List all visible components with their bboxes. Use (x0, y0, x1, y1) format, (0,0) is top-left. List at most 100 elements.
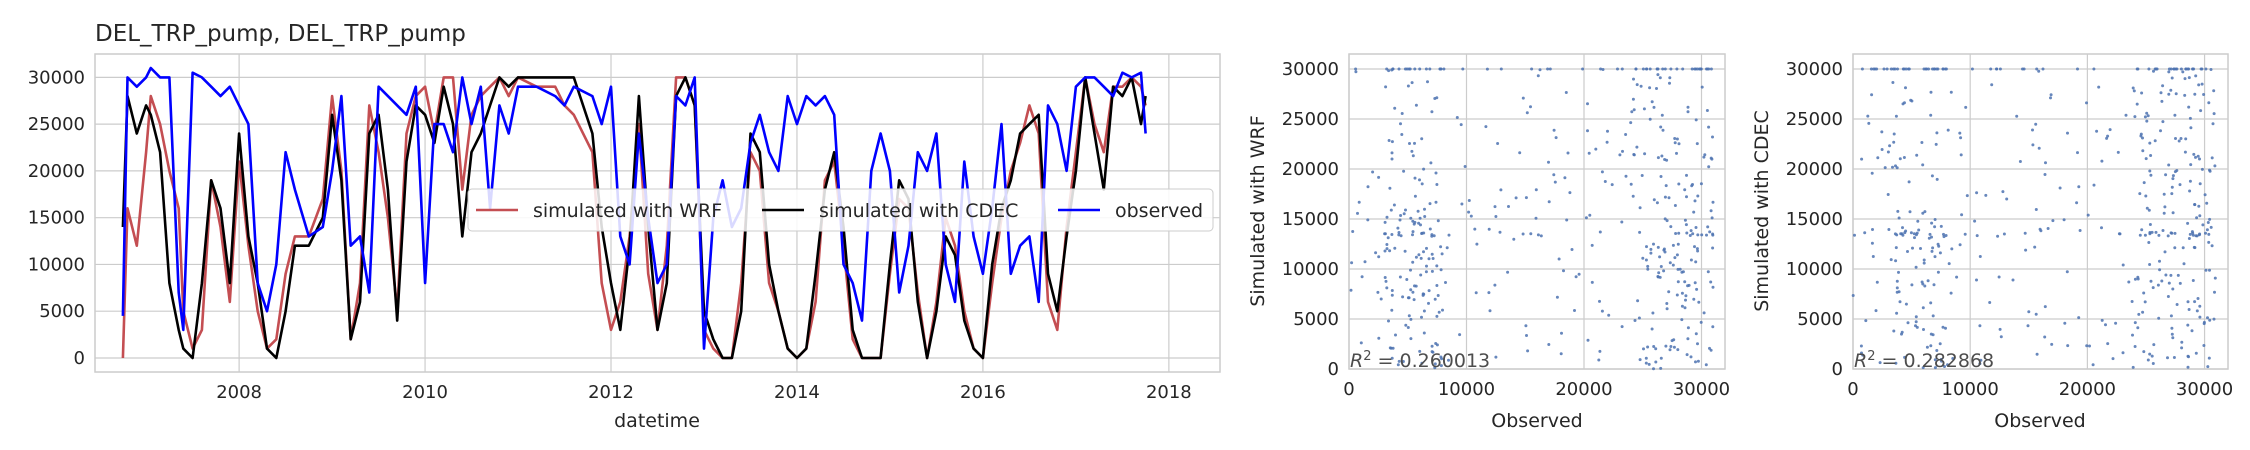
wrf-scatter-point (1668, 81, 1671, 85)
wrf-scatter-point (1413, 141, 1416, 145)
cdec-scatter-point (1873, 67, 1877, 71)
cdec-scatter-point (1939, 224, 1943, 228)
wrf-scatter-point (1694, 332, 1698, 336)
wrf-scatter-point (1390, 233, 1394, 236)
wrf-scatter-point (1652, 105, 1656, 109)
cdec-scatter-point (1978, 255, 1982, 258)
cdec-scatter-point (1975, 234, 1979, 238)
wrf-scatter-point (1662, 247, 1666, 251)
cdec-scatter-point (2193, 203, 2197, 207)
cdec-scatter-point (2043, 305, 2047, 309)
wrf-scatter-point (1695, 142, 1699, 146)
cdec-scatter-point (2156, 283, 2160, 287)
wrf-scatter-point (1552, 173, 1556, 177)
cdec-scatter-y-ticks: 0 5000 10000 15000 20000 25000 30000 (1786, 59, 1843, 380)
cdec-scatter-point (1867, 121, 1871, 125)
wrf-scatter-point (1404, 323, 1408, 327)
wrf-scatter-plot-area (1348, 53, 1726, 370)
cdec-scatter-x-tick-label: 20000 (2059, 379, 2116, 400)
wrf-scatter-point (1677, 231, 1681, 235)
cdec-scatter-point (2175, 303, 2179, 306)
cdec-scatter-point (2037, 69, 2041, 73)
wrf-scatter-point (1397, 359, 1401, 363)
wrf-scatter-point (1660, 154, 1664, 158)
cdec-scatter-point (1943, 365, 1946, 368)
cdec-r2-exponent: 2 (1867, 349, 1875, 364)
wrf-scatter-point (1648, 86, 1652, 90)
cdec-scatter-point (2076, 151, 2079, 155)
wrf-scatter-point (1663, 195, 1667, 199)
cdec-scatter-point (2189, 126, 2193, 130)
wrf-scatter-y-tick-label: 5000 (1293, 309, 1339, 330)
cdec-scatter-point (2202, 93, 2206, 96)
cdec-scatter-point (1869, 67, 1873, 71)
wrf-scatter-point (1616, 67, 1619, 71)
wrf-scatter-point (1654, 360, 1658, 364)
wrf-scatter-point (1434, 342, 1438, 345)
cdec-scatter-point (2173, 113, 2177, 117)
wrf-scatter-point (1413, 176, 1417, 180)
cdec-scatter-point (2179, 137, 2183, 140)
wrf-scatter-point (1676, 280, 1680, 284)
wrf-scatter-point (1606, 129, 1609, 133)
wrf-r2-exponent: 2 (1363, 349, 1371, 364)
cdec-scatter-point (2027, 310, 2031, 314)
wrf-scatter-point (1632, 77, 1635, 81)
cdec-scatter-point (2108, 128, 2112, 132)
cdec-scatter-point (1930, 174, 1934, 178)
cdec-r2-value: = 0.282868 (1875, 350, 1994, 372)
cdec-scatter-point (1917, 228, 1921, 232)
cdec-scatter-point (1904, 86, 1907, 90)
cdec-scatter-point (2153, 139, 2157, 143)
wrf-scatter-point (1484, 125, 1488, 129)
cdec-scatter-point (2171, 211, 2175, 215)
wrf-scatter-point (1385, 215, 1389, 219)
wrf-scatter-point (1684, 223, 1688, 227)
cdec-scatter-point (2154, 67, 2158, 71)
cdec-scatter-point (1979, 358, 1983, 362)
cdec-scatter-point (1901, 67, 1905, 71)
cdec-scatter-point (2015, 114, 2019, 118)
wrf-scatter-point (1599, 67, 1603, 71)
wrf-scatter-point (1638, 358, 1642, 362)
wrf-scatter-point (1536, 74, 1540, 78)
wrf-scatter-point (1676, 242, 1680, 246)
cdec-scatter-point (2022, 67, 2026, 71)
cdec-scatter-point (2166, 356, 2169, 360)
timeseries-y-tick-label: 15000 (28, 208, 85, 229)
wrf-scatter-point (1467, 210, 1471, 214)
cdec-scatter-point (2209, 225, 2213, 229)
wrf-scatter-point (1656, 275, 1660, 278)
cdec-scatter-point (2034, 312, 2038, 316)
wrf-scatter-point (1390, 140, 1394, 144)
wrf-scatter-point (1428, 227, 1432, 231)
timeseries-x-tick-label: 2014 (774, 382, 820, 403)
cdec-scatter-point (2163, 205, 2167, 209)
cdec-scatter-point (1875, 280, 1879, 284)
cdec-scatter-point (2106, 134, 2110, 138)
cdec-scatter-point (2179, 67, 2183, 71)
wrf-scatter-point (1494, 215, 1498, 218)
wrf-scatter-point (1677, 142, 1681, 146)
cdec-scatter-point (2154, 230, 2158, 234)
wrf-scatter-point (1411, 260, 1415, 264)
wrf-scatter-point (1404, 208, 1407, 212)
wrf-scatter-point (1711, 325, 1715, 329)
cdec-scatter-point (2211, 122, 2215, 126)
cdec-scatter-point (2152, 343, 2156, 347)
cdec-scatter-point (2159, 91, 2163, 95)
wrf-scatter-y-tick-label: 30000 (1282, 59, 1339, 80)
wrf-scatter-point (1397, 67, 1401, 71)
wrf-scatter-point (1419, 273, 1423, 277)
wrf-scatter-point (1530, 67, 1534, 71)
wrf-scatter-point (1422, 292, 1426, 296)
wrf-scatter-point (1566, 151, 1570, 155)
wrf-scatter-point (1600, 309, 1604, 313)
cdec-scatter-point (1935, 177, 1939, 181)
wrf-scatter-point (1548, 67, 1552, 71)
cdec-scatter-point (2148, 263, 2152, 266)
cdec-scatter-point (2144, 157, 2148, 161)
cdec-scatter-point (2158, 259, 2161, 263)
cdec-scatter-point (2176, 273, 2180, 277)
wrf-scatter-point (1430, 344, 1434, 348)
